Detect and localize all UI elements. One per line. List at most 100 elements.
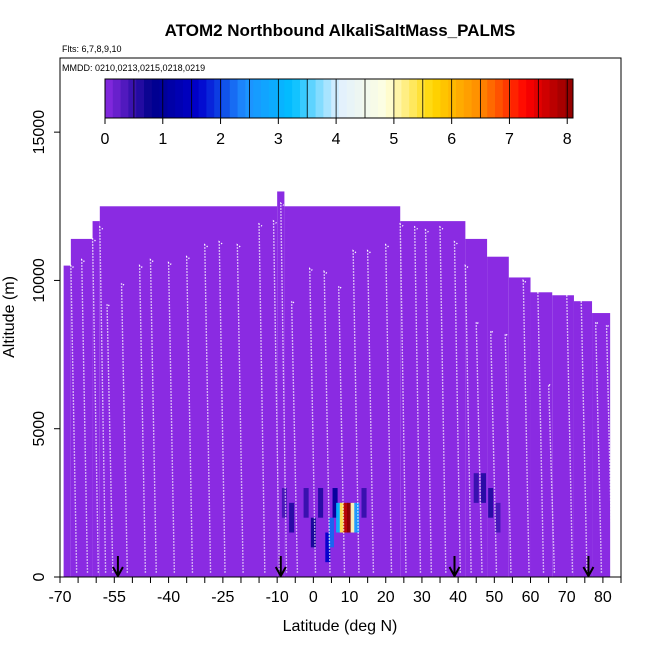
colorbar-segment (495, 79, 504, 118)
value-cell-9 (339, 502, 345, 533)
colorbar-segment (479, 79, 488, 118)
colorbar-segment (105, 79, 114, 118)
value-cell-17 (488, 488, 494, 518)
x-axis: -70 -55 -40 -25 -10 0 10 20 30 40 50 60 70 80 (48, 576, 622, 606)
value-cell-11 (347, 502, 353, 533)
coverage-block-0 (63, 265, 71, 577)
x-tick-label-0: -70 (48, 589, 71, 606)
colorbar-segment (190, 79, 200, 118)
colorbar-segment (315, 79, 324, 118)
colorbar-segment (284, 79, 293, 118)
flight-profile-36 (580, 296, 588, 573)
flight-profile-13 (258, 222, 266, 573)
colorbar-segment (557, 79, 566, 118)
value-cell-5 (325, 532, 331, 563)
colorbar-tick-label-1: 1 (158, 131, 167, 148)
x-tick-label-5: 0 (309, 589, 318, 606)
colorbar-tick-label-6: 6 (447, 131, 456, 148)
colorbar-segment (136, 79, 145, 118)
colorbar-tick-label-0: 0 (101, 131, 110, 148)
colorbar-segment (128, 79, 137, 118)
arrow-head (112, 566, 124, 577)
flight-profile-3 (99, 225, 107, 573)
x-tick-label-7: 20 (377, 589, 395, 606)
colorbar-segment (253, 79, 262, 118)
colorbar-segment (565, 79, 574, 118)
coverage-block-10 (530, 292, 553, 577)
colorbar-segment (222, 79, 231, 118)
colorbar-segment (393, 79, 402, 118)
colorbar-tick-label-5: 5 (389, 131, 398, 148)
colorbar-tick-label-4: 4 (332, 131, 341, 148)
value-cell-8 (336, 502, 342, 533)
colorbar-frame (104, 78, 574, 119)
colorbar-segment (354, 79, 363, 118)
flight-profile-18 (323, 270, 331, 573)
value-cell-7 (332, 488, 338, 518)
flight-profile-25 (424, 228, 433, 573)
flight-profile-26 (439, 225, 447, 573)
x-tick-label-2: -40 (157, 589, 180, 606)
colorbar-tick-label-7: 7 (505, 131, 514, 148)
flight-profile-14 (272, 219, 281, 573)
colorbar: 0 1 2 3 4 5 6 7 8 (101, 78, 574, 148)
flight-profile-33 (537, 285, 545, 573)
flight-profile-19 (337, 285, 346, 573)
flight-profile-10 (204, 243, 212, 573)
x-tick-label-6: 10 (341, 589, 359, 606)
coverage-block-13 (592, 313, 611, 577)
colorbar-segment (526, 79, 535, 118)
y-tick-label-2: 10000 (31, 258, 48, 303)
colorbar-segment (401, 79, 410, 118)
value-cell-12 (350, 502, 356, 533)
value-cell-10 (343, 502, 349, 533)
colorbar-segment (502, 79, 512, 118)
x-tick-label-12: 70 (558, 589, 576, 606)
x-tick-label-1: -55 (103, 589, 126, 606)
colorbar-segment (206, 79, 215, 118)
colorbar-segment (370, 79, 379, 118)
flight-profile-38 (605, 323, 614, 573)
x-axis-label: Latitude (deg N) (283, 618, 398, 635)
flight-profile-21 (366, 249, 375, 573)
colorbar-segment (276, 79, 285, 118)
colorbar-segment (300, 79, 309, 118)
colorbar-segment (385, 79, 395, 118)
colorbar-segment (175, 79, 184, 118)
colorbar-segment (261, 79, 270, 118)
plot-area (63, 191, 614, 577)
value-cell-0 (281, 488, 287, 518)
x-tick-label-10: 50 (485, 589, 503, 606)
colorbar-segment (167, 79, 176, 118)
colorbar-segment (409, 79, 418, 118)
colorbar-segment (268, 79, 278, 118)
flight-profile-4 (106, 302, 114, 573)
colorbar-segment (463, 79, 473, 118)
y-axis: 0 5000 10000 15000 (31, 58, 61, 581)
colorbar-segment (229, 79, 239, 118)
colorbar-segment (183, 79, 192, 118)
flight-profile-17 (309, 267, 317, 573)
flight-profile-22 (385, 243, 393, 573)
colorbar-segment (362, 79, 371, 118)
flight-profile-32 (522, 279, 530, 573)
flight-profile-37 (594, 320, 603, 573)
value-cell-13 (354, 502, 360, 533)
arrow-head (448, 566, 461, 577)
flight-profile-31 (504, 332, 512, 573)
colorbar-segment (120, 79, 129, 118)
flight-profile-7 (149, 258, 157, 573)
x-tick-label-8: 30 (413, 589, 431, 606)
flight-profile-24 (413, 225, 422, 573)
colorbar-segment (510, 79, 519, 118)
x-tick-label-3: -25 (211, 589, 234, 606)
colorbar-segment (237, 79, 246, 118)
chart-subtitle-flights: Flts: 6,7,8,9,10 (62, 44, 122, 54)
coverage-block-2 (92, 221, 100, 577)
value-cell-14 (361, 488, 367, 518)
arrow-marker-3 (582, 556, 595, 577)
flight-profile-23 (399, 222, 407, 573)
coverage-block-9 (508, 277, 531, 577)
x-tick-label-13: 80 (594, 589, 612, 606)
value-cell-3 (310, 517, 316, 548)
